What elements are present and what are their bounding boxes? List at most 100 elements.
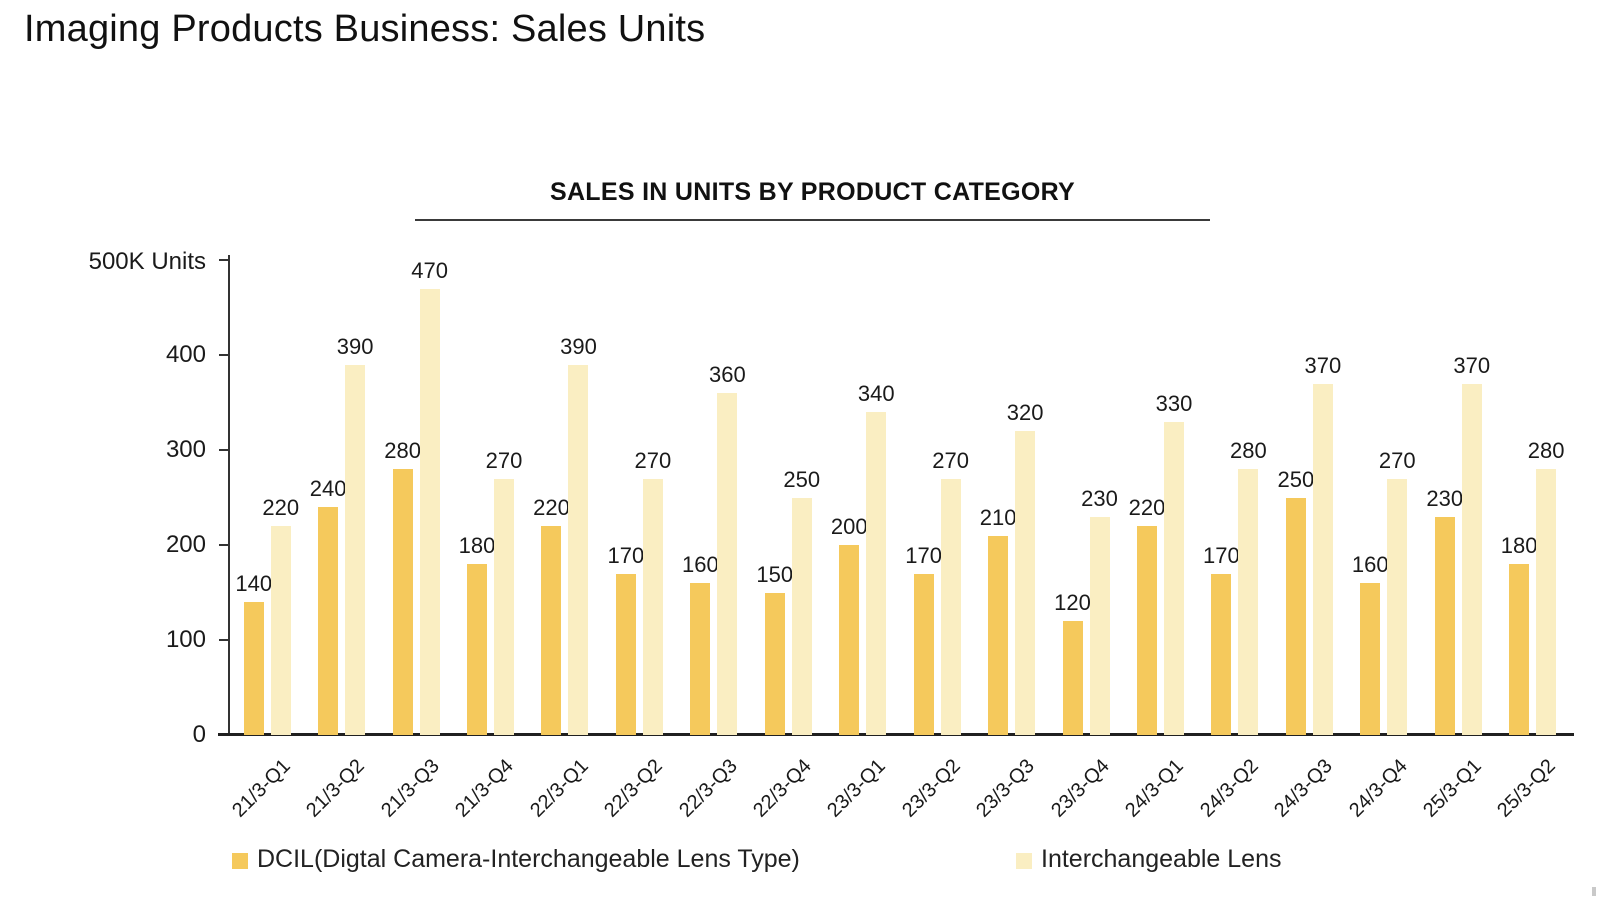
bar-value-label: 180 bbox=[1500, 533, 1538, 558]
bar-wrap: 370 bbox=[1453, 353, 1490, 735]
bar-value-label: 280 bbox=[1527, 438, 1565, 463]
bar-group: 160 270 bbox=[1347, 260, 1421, 735]
y-tick-label: 100 bbox=[165, 626, 206, 653]
bar bbox=[988, 535, 1009, 735]
x-tick-cell: 24/3-Q3 bbox=[1270, 741, 1346, 825]
bar-value-label: 180 bbox=[458, 533, 496, 558]
bar-wrap: 170 bbox=[1203, 543, 1240, 735]
y-tick-label: 400 bbox=[165, 341, 206, 368]
x-tick-cell: 21/3-Q2 bbox=[303, 741, 378, 825]
bar-wrap: 360 bbox=[709, 362, 746, 735]
bar-wrap: 280 bbox=[1230, 438, 1267, 735]
bar-group: 120 230 bbox=[1049, 260, 1123, 735]
bar-value-label: 170 bbox=[905, 542, 943, 568]
bar-wrap: 270 bbox=[635, 448, 671, 735]
x-tick-label: 23/3-Q2 bbox=[898, 755, 965, 822]
bar-wrap: 470 bbox=[411, 258, 448, 735]
bar-wrap: 240 bbox=[310, 476, 347, 735]
bar-value-label: 370 bbox=[1453, 352, 1491, 378]
y-tick-mark bbox=[219, 449, 228, 451]
bar-group: 280 470 bbox=[379, 258, 453, 735]
y-tick-mark bbox=[219, 259, 228, 261]
bar bbox=[1062, 621, 1083, 735]
page-title: Imaging Products Business: Sales Units bbox=[24, 8, 706, 50]
bar-value-label: 320 bbox=[1006, 400, 1044, 425]
bar-wrap: 120 bbox=[1054, 590, 1091, 735]
x-tick-cell: 25/3-Q1 bbox=[1419, 741, 1495, 825]
bar bbox=[419, 288, 440, 735]
bar bbox=[866, 412, 887, 735]
legend-swatch-icon bbox=[232, 852, 248, 869]
plot-area: 140 220 240 390 280 470 180 270 220 390 170 270 160 3… bbox=[230, 258, 1570, 735]
x-tick-label: 21/3-Q1 bbox=[228, 755, 295, 822]
bar bbox=[615, 573, 636, 735]
x-tick-cell: 24/3-Q4 bbox=[1344, 741, 1421, 825]
x-tick-label: 21/3-Q4 bbox=[451, 755, 519, 822]
x-tick-label: 23/3-Q4 bbox=[1046, 755, 1114, 822]
bar bbox=[1015, 431, 1036, 735]
bar-value-label: 270 bbox=[634, 447, 672, 473]
bar-value-label: 280 bbox=[1230, 438, 1267, 463]
bar bbox=[1238, 469, 1259, 735]
bar-wrap: 180 bbox=[1501, 533, 1538, 735]
x-tick-cell: 23/3-Q1 bbox=[824, 741, 900, 825]
bar bbox=[541, 526, 562, 735]
bar bbox=[1536, 469, 1557, 735]
bar-group: 240 390 bbox=[304, 260, 378, 735]
legend-item: DCIL(Digtal Camera-Interchangeable Lens … bbox=[232, 845, 800, 874]
y-tick-mark bbox=[219, 639, 228, 641]
bar-group: 150 250 bbox=[751, 260, 825, 735]
bar-value-label: 330 bbox=[1155, 390, 1193, 416]
bar-wrap: 270 bbox=[1379, 448, 1416, 735]
bar-wrap: 340 bbox=[858, 381, 895, 735]
bar-value-label: 340 bbox=[857, 381, 895, 406]
x-tick-cell: 21/3-Q1 bbox=[228, 741, 304, 825]
x-tick-label: 21/3-Q3 bbox=[376, 755, 444, 822]
bar bbox=[1136, 526, 1157, 735]
bar bbox=[764, 592, 785, 735]
x-tick-label: 24/3-Q1 bbox=[1121, 755, 1189, 822]
y-tick-mark bbox=[219, 544, 228, 546]
x-tick-label: 24/3-Q3 bbox=[1270, 755, 1337, 822]
x-tick-cell: 23/3-Q2 bbox=[898, 741, 974, 825]
bar bbox=[1509, 564, 1530, 735]
bar-value-label: 220 bbox=[1128, 495, 1166, 520]
bar-wrap: 280 bbox=[384, 438, 421, 735]
bar bbox=[940, 478, 961, 735]
bar-value-label: 280 bbox=[384, 438, 421, 463]
bar-wrap: 160 bbox=[682, 552, 719, 735]
bar bbox=[913, 573, 934, 735]
bar-value-label: 160 bbox=[681, 552, 719, 577]
bar-value-label: 150 bbox=[756, 561, 794, 587]
bar bbox=[717, 393, 738, 735]
bar-wrap: 370 bbox=[1304, 353, 1341, 735]
bar-value-label: 210 bbox=[979, 504, 1017, 530]
legend-label: Interchangeable Lens bbox=[1041, 845, 1282, 873]
bar-group: 170 280 bbox=[1198, 260, 1272, 735]
bar-group: 180 270 bbox=[453, 260, 527, 735]
bar-group: 140 220 bbox=[230, 260, 304, 735]
bar-wrap: 250 bbox=[1277, 467, 1314, 735]
bar bbox=[1360, 583, 1381, 735]
bar-value-label: 230 bbox=[1426, 485, 1464, 511]
legend-swatch-icon bbox=[1016, 852, 1032, 869]
bar-value-label: 230 bbox=[1081, 485, 1118, 511]
bar-group: 200 340 bbox=[826, 260, 900, 735]
y-tick-label: 300 bbox=[165, 436, 206, 463]
bar-value-label: 270 bbox=[932, 447, 970, 473]
bar bbox=[642, 478, 663, 735]
bar bbox=[839, 545, 860, 735]
x-tick-label: 22/3-Q4 bbox=[749, 755, 816, 822]
x-tick-cell: 21/3-Q3 bbox=[376, 741, 453, 825]
bar-value-label: 250 bbox=[783, 466, 821, 492]
bar-value-label: 220 bbox=[262, 495, 300, 520]
x-tick-label: 24/3-Q2 bbox=[1195, 755, 1263, 822]
bar bbox=[1434, 516, 1455, 735]
bar-wrap: 180 bbox=[459, 533, 495, 735]
bar-wrap: 170 bbox=[608, 543, 644, 735]
bar-group: 180 280 bbox=[1495, 260, 1569, 735]
bar-wrap: 220 bbox=[533, 495, 570, 735]
bar-value-label: 170 bbox=[1203, 542, 1240, 568]
x-tick-cell: 22/3-Q2 bbox=[600, 741, 676, 825]
x-tick-label: 24/3-Q4 bbox=[1344, 755, 1412, 822]
